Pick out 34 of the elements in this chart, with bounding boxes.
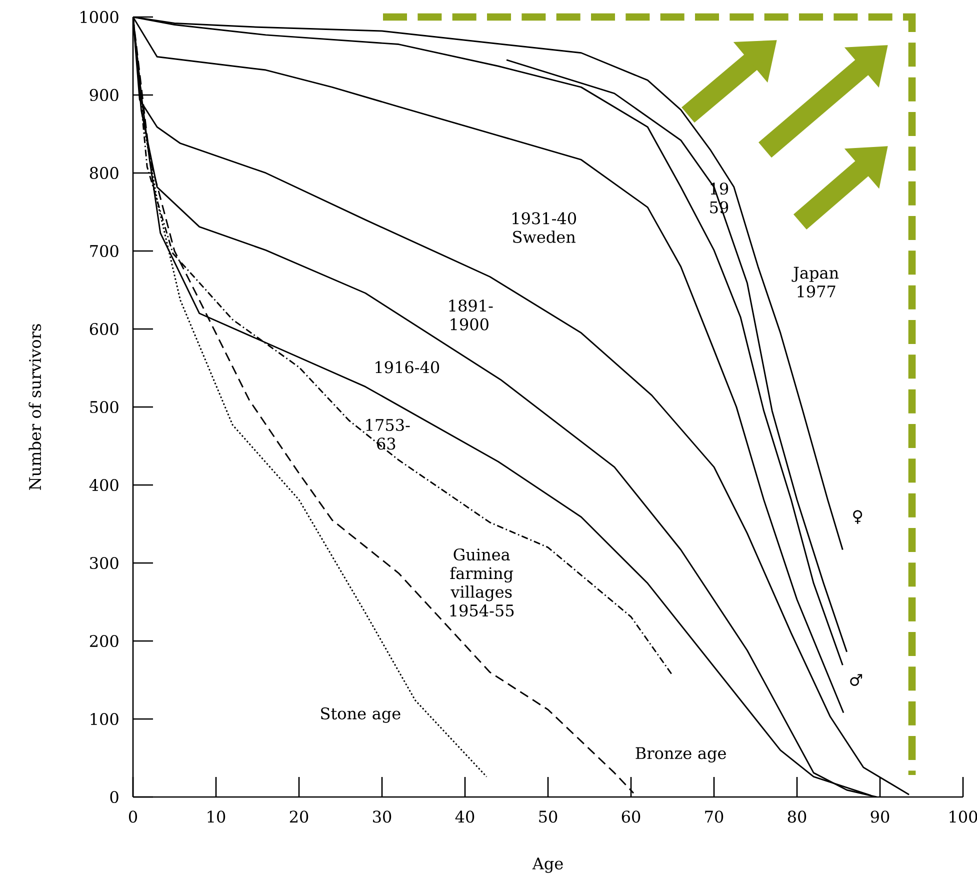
x-tick-label: 50 [539,810,558,823]
x-tick-label: 80 [788,810,806,823]
x-tick-label: 10 [208,810,226,823]
x-tick-label: 60 [622,810,640,823]
y-tick-label: 300 [90,556,118,570]
annotation: 1931-40 Sweden [512,212,576,243]
y-tick-label: 500 [90,400,118,414]
x-tick-label: 30 [373,810,392,823]
y-tick-label: 200 [90,634,118,648]
y-tick-label: 100 [90,712,118,726]
y-tick-label: 0 [110,790,118,804]
annotation: Guinea farming villages 1954-55 [450,548,514,617]
x-tick-label: 20 [290,810,308,823]
annotation: ♀ [853,510,862,524]
y-tick-label: 400 [89,478,118,492]
x-tick-label: 0 [128,810,138,823]
annotation: ♂ [850,674,862,686]
x-axis-title: Age [532,858,563,873]
y-tick-label: 700 [90,244,118,258]
y-tick-label: 1000 [80,10,118,24]
x-tick-label: 70 [705,810,724,823]
annotation: Stone age [321,707,400,723]
x-tick-label: 100 [950,810,977,823]
x-tick-label: 90 [870,810,890,823]
x-tick-label: 40 [455,810,474,823]
annotation: Bronze age [636,747,726,762]
y-tick-label: 900 [90,88,118,102]
y-tick-label: 600 [90,322,118,336]
annotation: 1916-40 [376,361,440,374]
y-tick-label: 800 [90,166,118,180]
annotation: Japan 1977 [792,266,839,298]
annotation: 1891-1900 [449,300,493,330]
y-axis-title: Number of survivors [28,324,42,490]
annotation: 1753-63 [366,418,410,450]
